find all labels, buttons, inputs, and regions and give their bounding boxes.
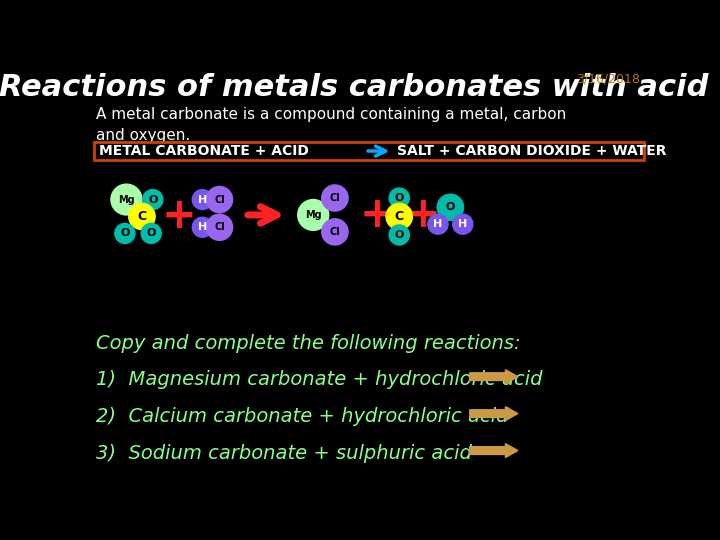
Circle shape xyxy=(453,214,473,234)
Text: O: O xyxy=(147,228,156,239)
Text: +: + xyxy=(406,194,441,236)
Text: H: H xyxy=(198,222,207,232)
Circle shape xyxy=(143,190,163,210)
Text: Cl: Cl xyxy=(330,193,341,203)
Text: SALT + CARBON DIOXIDE + WATER: SALT + CARBON DIOXIDE + WATER xyxy=(397,144,667,158)
Text: Cl: Cl xyxy=(214,222,225,232)
Circle shape xyxy=(114,224,135,244)
Text: H: H xyxy=(198,194,207,205)
FancyArrow shape xyxy=(469,444,518,457)
Text: C: C xyxy=(395,210,404,223)
Text: O: O xyxy=(395,230,404,240)
Circle shape xyxy=(386,204,413,230)
Circle shape xyxy=(428,214,448,234)
Text: H: H xyxy=(458,219,467,229)
FancyArrow shape xyxy=(469,370,518,383)
Text: A metal carbonate is a compound containing a metal, carbon
and oxygen.: A metal carbonate is a compound containi… xyxy=(96,107,567,143)
Text: 2)  Calcium carbonate + hydrochloric acid: 2) Calcium carbonate + hydrochloric acid xyxy=(96,407,509,426)
Text: Copy and complete the following reactions:: Copy and complete the following reaction… xyxy=(96,334,521,353)
Text: Mg: Mg xyxy=(118,194,135,205)
Text: Mg: Mg xyxy=(305,210,322,220)
Text: C: C xyxy=(138,210,146,223)
Circle shape xyxy=(389,225,409,245)
Text: Cl: Cl xyxy=(330,227,341,237)
Circle shape xyxy=(297,200,329,231)
Circle shape xyxy=(206,186,233,213)
Text: +: + xyxy=(162,195,197,238)
Text: +: + xyxy=(359,194,394,236)
Text: O: O xyxy=(148,194,158,205)
Text: O: O xyxy=(446,202,455,212)
Circle shape xyxy=(322,185,348,211)
Text: O: O xyxy=(395,193,404,203)
FancyBboxPatch shape xyxy=(94,142,644,160)
Circle shape xyxy=(206,214,233,240)
Text: 3/16/2018: 3/16/2018 xyxy=(577,72,640,85)
Text: Cl: Cl xyxy=(214,194,225,205)
Text: H: H xyxy=(433,219,443,229)
Circle shape xyxy=(389,188,409,208)
Circle shape xyxy=(111,184,142,215)
Circle shape xyxy=(192,190,212,210)
Text: O: O xyxy=(120,228,130,239)
Circle shape xyxy=(141,224,161,244)
Text: Reactions of metals carbonates with acid: Reactions of metals carbonates with acid xyxy=(0,73,708,103)
Circle shape xyxy=(192,217,212,237)
Circle shape xyxy=(437,194,464,220)
Text: 3)  Sodium carbonate + sulphuric acid: 3) Sodium carbonate + sulphuric acid xyxy=(96,444,472,463)
Text: 1)  Magnesium carbonate + hydrochloric acid: 1) Magnesium carbonate + hydrochloric ac… xyxy=(96,370,543,389)
FancyArrow shape xyxy=(469,407,518,421)
Circle shape xyxy=(322,219,348,245)
Text: METAL CARBONATE + ACID: METAL CARBONATE + ACID xyxy=(99,144,309,158)
Circle shape xyxy=(129,204,155,230)
